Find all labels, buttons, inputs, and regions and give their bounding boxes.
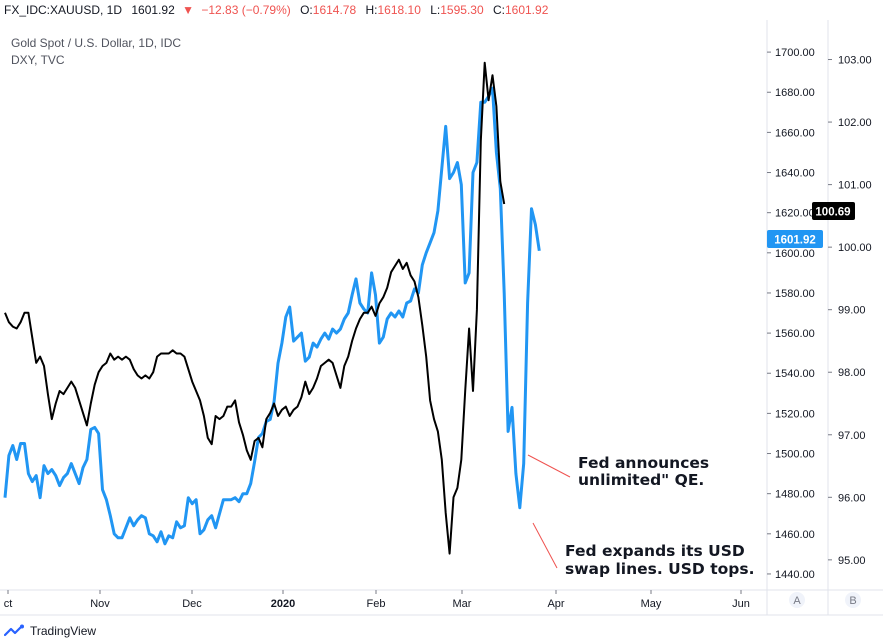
x-tick-label: 2020 xyxy=(271,598,295,610)
annotation-pointer-swap xyxy=(532,522,558,569)
annotation-swap-line1: Fed expands its USD xyxy=(565,542,745,560)
y-left-tick-label: 1560.00 xyxy=(775,328,815,340)
y-right-tick-label: 98.00 xyxy=(838,367,866,379)
low-value: 1595.30 xyxy=(440,3,484,17)
x-tick-label: May xyxy=(641,598,662,610)
open-label: O: xyxy=(300,3,313,17)
y-right-tick-label: 100.00 xyxy=(838,242,872,254)
y-left-tick-label: 1680.00 xyxy=(775,87,815,99)
x-tick-label: ct xyxy=(4,598,13,610)
down-arrow-icon: ▼ xyxy=(182,3,194,17)
annotation-qe-line2: unlimited" QE. xyxy=(578,471,704,489)
y-left-tick-label: 1480.00 xyxy=(775,489,815,501)
y-left-tick-label: 1640.00 xyxy=(775,168,815,180)
y-left-tick-label: 1600.00 xyxy=(775,248,815,260)
annotation-swap-line2: swap lines. USD tops. xyxy=(565,560,754,578)
x-tick-label: Nov xyxy=(90,598,110,610)
y-left-tick-label: 1500.00 xyxy=(775,449,815,461)
close-label: C: xyxy=(492,3,505,17)
symbol-header: FX_IDC:XAUUSD, 1D 1601.92 ▼ −12.83 (−0.7… xyxy=(0,0,883,20)
time-axis[interactable]: ct Nov Dec 2020 Feb Mar Apr May Jun xyxy=(4,590,750,610)
series-line-dxy xyxy=(4,61,506,555)
y-right-tick-label: 102.00 xyxy=(838,117,872,129)
last-label-gold-text: 1601.92 xyxy=(774,235,816,247)
gold-price-axis[interactable]: 1440.00 1460.00 1480.00 1500.00 1520.00 1540.… xyxy=(767,47,815,581)
scale-button-a[interactable]: A xyxy=(789,592,805,608)
y-right-tick-label: 96.00 xyxy=(838,492,866,504)
legend-gold: Gold Spot / U.S. Dollar, 1D, IDC xyxy=(11,36,181,50)
y-left-tick-label: 1540.00 xyxy=(775,368,815,380)
tradingview-brand[interactable]: TradingView xyxy=(30,624,97,638)
x-tick-label: Dec xyxy=(182,598,202,610)
x-tick-label: Mar xyxy=(453,598,472,610)
y-left-tick-label: 1520.00 xyxy=(775,408,815,420)
low-label: L: xyxy=(430,3,441,17)
y-left-tick-label: 1660.00 xyxy=(775,127,815,139)
last-price: 1601.92 xyxy=(131,3,175,17)
y-right-tick-label: 99.00 xyxy=(838,305,866,317)
high-value: 1618.10 xyxy=(377,3,421,17)
y-right-tick-label: 101.00 xyxy=(838,180,872,192)
scale-button-b-label: B xyxy=(849,595,856,607)
legend-dxy: DXY, TVC xyxy=(11,53,65,67)
open-value: 1614.78 xyxy=(312,3,357,17)
y-left-tick-label: 1700.00 xyxy=(775,47,815,59)
y-left-tick-label: 1440.00 xyxy=(775,569,815,581)
scale-button-b[interactable]: B xyxy=(845,592,861,608)
close-value: 1601.92 xyxy=(504,3,549,17)
y-left-tick-label: 1620.00 xyxy=(775,208,815,220)
footer: TradingView xyxy=(4,622,96,640)
annotation-qe-line1: Fed announces xyxy=(578,454,709,472)
price-change: −12.83 (−0.79%) xyxy=(201,3,291,17)
tradingview-logo-icon xyxy=(4,624,24,637)
scale-button-a-label: A xyxy=(793,595,801,607)
last-label-dxy-text: 100.69 xyxy=(815,207,850,219)
last-label-dxy: 100.69 xyxy=(812,202,855,220)
x-tick-label: Jun xyxy=(732,598,750,610)
dxy-price-axis[interactable]: 95.00 96.00 97.00 98.00 99.00 100.00 101.00 102… xyxy=(828,55,872,567)
y-right-tick-label: 103.00 xyxy=(838,55,872,67)
x-tick-label: Apr xyxy=(547,598,564,610)
y-left-tick-label: 1460.00 xyxy=(775,529,815,541)
x-tick-label: Feb xyxy=(367,598,386,610)
last-label-gold: 1601.92 xyxy=(767,230,823,248)
y-right-tick-label: 97.00 xyxy=(838,430,866,442)
y-right-tick-label: 95.00 xyxy=(838,555,866,567)
y-left-tick-label: 1580.00 xyxy=(775,288,815,300)
symbol-name[interactable]: FX_IDC:XAUUSD, 1D xyxy=(4,3,123,17)
annotation-pointer-qe xyxy=(527,454,571,478)
high-label: H: xyxy=(365,3,378,17)
